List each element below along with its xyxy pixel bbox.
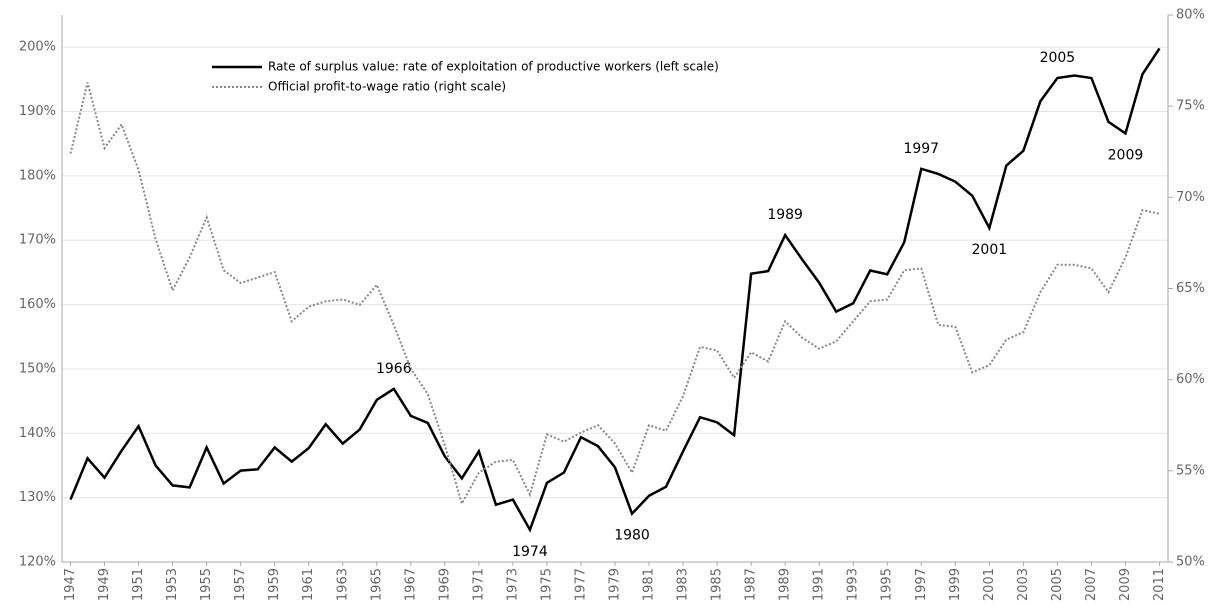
y-tick-label: 150%	[19, 361, 56, 376]
x-tick-label: 1977	[573, 568, 588, 601]
x-tick-label: 1947	[63, 568, 78, 601]
x-tick-label: 1991	[812, 568, 827, 601]
y2-tick-label: 65%	[1176, 281, 1205, 296]
x-tick-label: 2009	[1118, 568, 1133, 601]
x-tick-label: 1985	[710, 568, 725, 601]
x-tick-label: 1997	[914, 568, 929, 601]
x-tick-label: 1949	[97, 568, 112, 601]
y-tick-label: 130%	[19, 490, 56, 505]
x-tick-label: 1963	[335, 568, 350, 601]
x-tick-label: 2001	[982, 568, 997, 601]
x-tick-label: 1955	[199, 568, 214, 601]
y-tick-label: 120%	[19, 555, 56, 570]
x-tick-label: 1953	[165, 568, 180, 601]
x-tick-label: 1961	[301, 568, 316, 601]
x-tick-label: 1999	[948, 568, 963, 601]
x-tick-label: 1959	[267, 568, 282, 601]
y-tick-label: 180%	[19, 168, 56, 183]
x-tick-label: 1979	[608, 568, 623, 601]
y-tick-label: 160%	[19, 297, 56, 312]
y2-tick-label: 80%	[1176, 8, 1205, 23]
annotation: 1997	[903, 141, 939, 157]
x-tick-label: 1989	[778, 568, 793, 601]
y-tick-label: 170%	[19, 233, 56, 248]
annotation: 1989	[767, 207, 803, 223]
x-tick-label: 1957	[233, 568, 248, 601]
annotation: 2001	[972, 242, 1008, 258]
legend-label: Official profit-to-wage ratio (right sca…	[268, 80, 506, 94]
y-tick-label: 190%	[19, 104, 56, 119]
annotation: 2005	[1040, 50, 1076, 66]
legend-label: Rate of surplus value: rate of exploitat…	[268, 60, 719, 74]
x-tick-label: 1993	[846, 568, 861, 601]
y-tick-label: 140%	[19, 426, 56, 441]
y2-tick-label: 75%	[1176, 99, 1205, 114]
x-tick-label: 2005	[1050, 568, 1065, 601]
x-tick-label: 1973	[505, 568, 520, 601]
y2-tick-label: 70%	[1176, 190, 1205, 205]
y-tick-label: 200%	[19, 40, 56, 55]
x-tick-label: 1967	[403, 568, 418, 601]
x-tick-label: 1975	[539, 568, 554, 601]
y2-tick-label: 55%	[1176, 463, 1205, 478]
annotation: 1974	[512, 544, 548, 560]
series-line	[69, 82, 1160, 507]
y2-tick-label: 50%	[1176, 555, 1205, 570]
annotation: 1966	[376, 361, 412, 377]
x-tick-label: 1965	[369, 568, 384, 601]
x-tick-label: 1983	[676, 568, 691, 601]
x-tick-label: 2011	[1152, 568, 1167, 601]
x-tick-label: 2003	[1016, 568, 1031, 601]
series-line	[69, 47, 1161, 533]
x-tick-label: 1981	[642, 568, 657, 601]
x-tick-label: 2007	[1084, 568, 1099, 601]
annotation: 1980	[614, 528, 650, 544]
x-tick-label: 1987	[744, 568, 759, 601]
x-tick-label: 1951	[131, 568, 146, 601]
y2-tick-label: 60%	[1176, 372, 1205, 387]
annotation: 2009	[1108, 147, 1144, 163]
x-tick-label: 1971	[471, 568, 486, 601]
x-tick-label: 1995	[880, 568, 895, 601]
x-tick-label: 1969	[437, 568, 452, 601]
